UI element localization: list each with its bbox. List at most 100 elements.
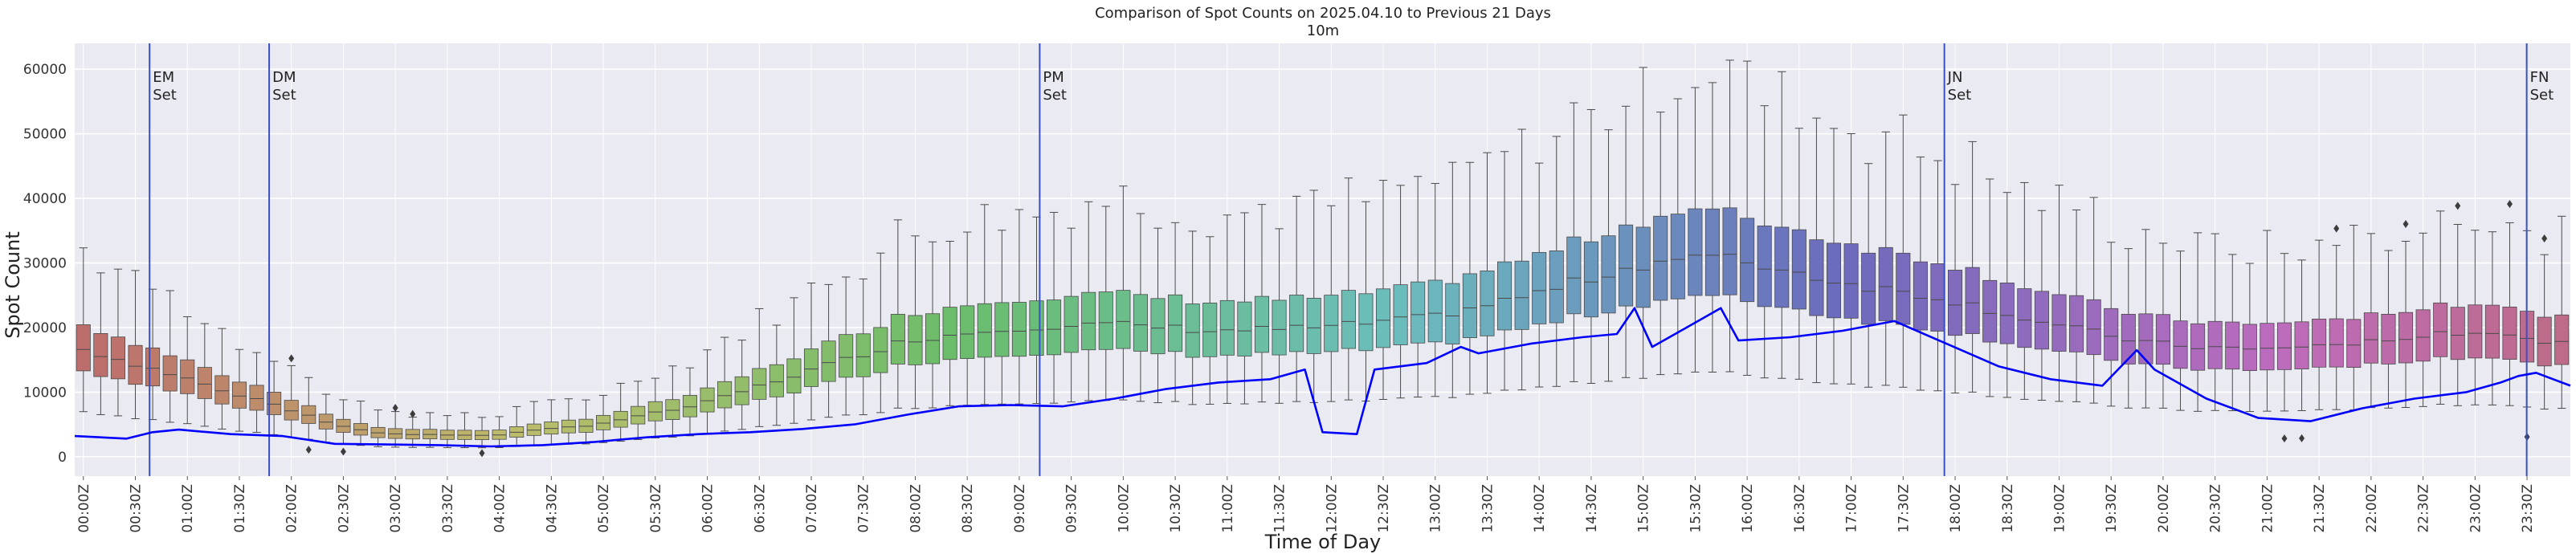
box-iqr xyxy=(665,399,680,420)
box-10min xyxy=(1948,184,1963,394)
box-iqr xyxy=(803,348,819,387)
box-iqr xyxy=(1306,297,1321,354)
box-10min xyxy=(908,235,923,409)
box-10min xyxy=(2450,202,2465,406)
box-iqr xyxy=(1566,236,1582,315)
box-10min xyxy=(370,409,386,447)
y-tick-label: 30000 xyxy=(23,256,67,272)
box-10min xyxy=(890,219,905,409)
box-iqr xyxy=(925,313,941,365)
box-iqr xyxy=(2104,308,2119,361)
box-10min xyxy=(1619,105,1634,378)
box-10min xyxy=(2104,242,2119,407)
box-10min xyxy=(752,308,767,427)
box-iqr xyxy=(1289,295,1304,352)
box-10min xyxy=(1809,117,1824,384)
box-iqr xyxy=(1185,303,1200,358)
box-10min xyxy=(942,241,957,406)
box-iqr xyxy=(908,315,923,365)
box-10min xyxy=(1653,112,1668,376)
box-iqr xyxy=(839,334,854,378)
box-iqr xyxy=(1168,294,1183,352)
box-10min xyxy=(1462,161,1477,395)
box-10min xyxy=(2173,250,2188,411)
box-iqr xyxy=(786,358,802,393)
box-iqr xyxy=(752,368,767,400)
box-iqr xyxy=(2225,321,2240,370)
box-10min xyxy=(2207,233,2223,411)
x-tick-label: 18:00Z xyxy=(1948,484,1964,533)
box-10min xyxy=(2415,232,2431,407)
box-iqr xyxy=(1410,281,1426,344)
box-10min xyxy=(1670,98,1685,375)
box-iqr xyxy=(249,385,264,411)
box-iqr xyxy=(353,423,369,436)
box-10min xyxy=(613,382,628,442)
set-label: Set xyxy=(2530,87,2554,104)
box-10min xyxy=(1306,189,1321,403)
box-iqr xyxy=(93,333,108,377)
box-10min xyxy=(267,360,282,435)
set-label: DM xyxy=(272,69,296,86)
box-iqr xyxy=(613,410,628,428)
box-10min xyxy=(405,409,420,448)
box-10min xyxy=(2381,250,2396,409)
x-tick-label: 01:30Z xyxy=(232,484,248,533)
box-outlier xyxy=(410,409,416,418)
box-10min xyxy=(2051,185,2067,402)
box-iqr xyxy=(1375,288,1391,348)
box-iqr xyxy=(2381,313,2396,365)
box-iqr xyxy=(214,375,230,405)
x-tick-label: 13:00Z xyxy=(1428,484,1444,533)
box-10min xyxy=(1375,180,1391,400)
box-outlier xyxy=(2299,434,2305,442)
x-tick-label: 16:30Z xyxy=(1792,484,1808,533)
box-iqr xyxy=(1722,207,1737,295)
box-iqr xyxy=(1514,260,1529,330)
box-10min xyxy=(631,381,646,440)
box-iqr xyxy=(1826,242,1842,319)
box-iqr xyxy=(2190,323,2206,371)
x-tick-label: 12:30Z xyxy=(1376,484,1392,533)
box-iqr xyxy=(1202,302,1218,357)
box-iqr xyxy=(734,376,749,405)
box-iqr xyxy=(2086,299,2101,356)
box-iqr xyxy=(2207,320,2223,369)
box-iqr xyxy=(1688,208,1703,296)
box-iqr xyxy=(2346,319,2362,368)
set-label: Set xyxy=(153,87,177,104)
box-iqr xyxy=(1063,295,1079,353)
box-iqr xyxy=(769,364,784,397)
box-iqr xyxy=(2294,321,2309,369)
box-outlier xyxy=(305,446,312,454)
box-10min xyxy=(1601,129,1616,382)
x-tick-label: 20:30Z xyxy=(2208,484,2224,533)
x-tick-label: 08:30Z xyxy=(960,484,976,533)
x-tick-label: 00:30Z xyxy=(129,484,145,533)
box-10min xyxy=(1497,151,1513,391)
box-iqr xyxy=(2051,294,2067,352)
box-iqr xyxy=(2138,313,2153,365)
box-10min xyxy=(2346,225,2362,410)
box-iqr xyxy=(1150,298,1166,355)
x-tick-label: 06:30Z xyxy=(752,484,768,533)
box-10min xyxy=(1740,60,1755,376)
box-iqr xyxy=(1341,290,1356,349)
box-10min xyxy=(1549,136,1564,387)
box-10min xyxy=(769,324,784,426)
set-label: Set xyxy=(272,87,296,104)
box-iqr xyxy=(2260,323,2275,371)
box-iqr xyxy=(180,359,195,394)
box-iqr xyxy=(2173,320,2188,369)
y-tick-label: 20000 xyxy=(23,320,67,336)
box-10min xyxy=(803,282,819,421)
box-iqr xyxy=(76,324,91,372)
box-10min xyxy=(301,377,316,454)
box-10min xyxy=(1861,163,1876,388)
box-iqr xyxy=(1704,208,1720,296)
box-10min xyxy=(717,336,733,432)
box-iqr xyxy=(578,418,594,433)
box-10min xyxy=(197,323,212,427)
box-iqr xyxy=(128,344,143,385)
box-10min xyxy=(2225,254,2240,412)
